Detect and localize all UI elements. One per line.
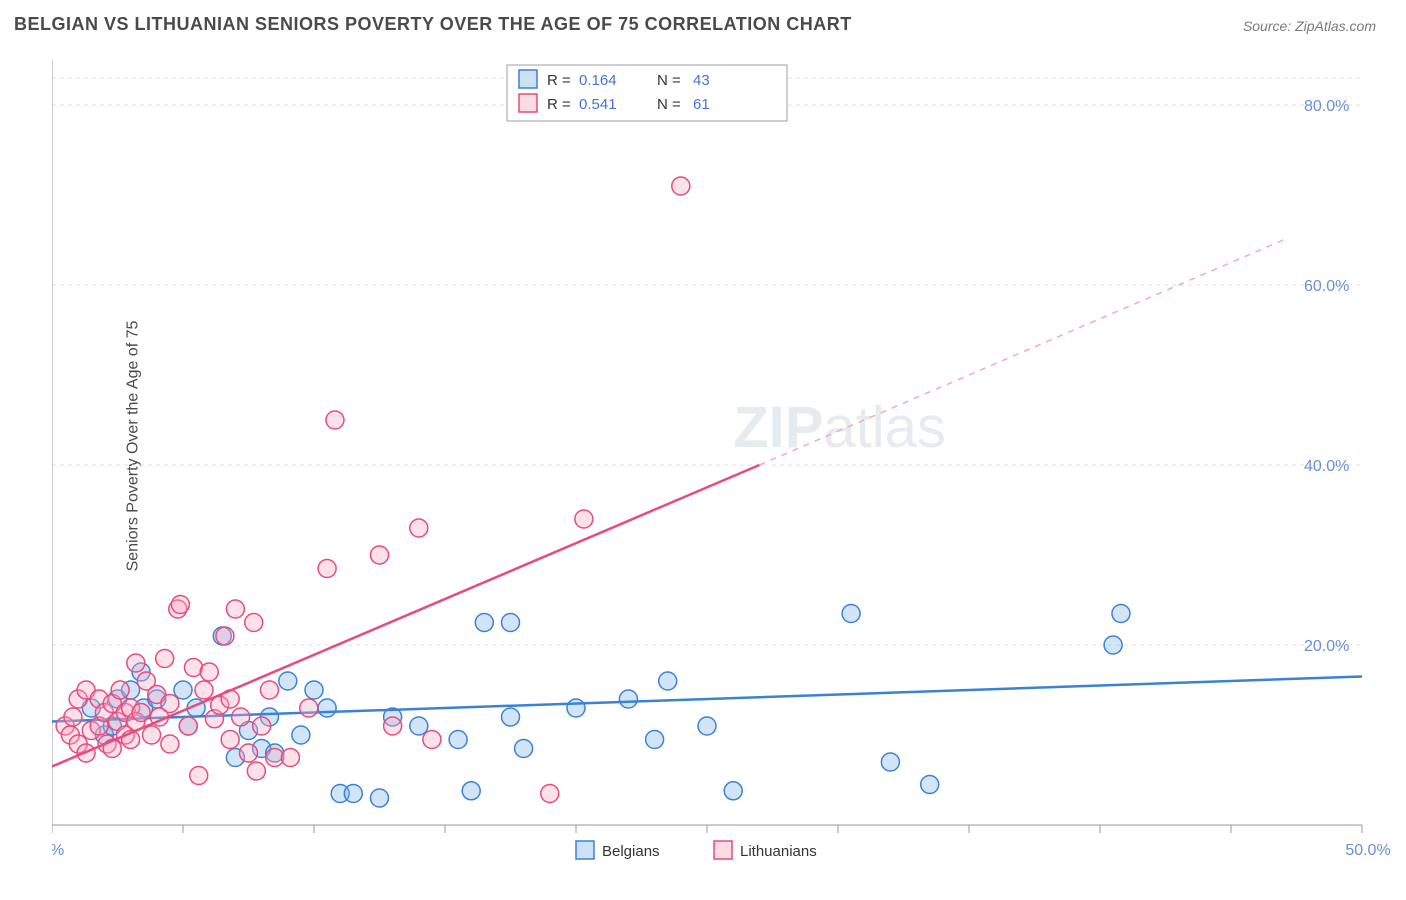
data-point [179,717,197,735]
data-point [161,695,179,713]
data-point [462,782,480,800]
data-point [305,681,323,699]
data-point [300,699,318,717]
data-point [171,596,189,614]
legend-n-label: N = [657,72,681,89]
data-point [423,731,441,749]
data-point [567,699,585,717]
data-point [174,681,192,699]
data-point [502,614,520,632]
data-point [541,785,559,803]
x-tick-label: 50.0% [1345,842,1390,859]
data-point [575,510,593,528]
data-point [195,681,213,699]
data-point [111,681,129,699]
data-point [921,776,939,794]
plot-area: ZIPatlas 20.0% 40.0% 60.0% 80.0% 0.0% 50.0% R =… [52,60,1406,900]
data-point [318,560,336,578]
data-point [292,726,310,744]
data-point [326,411,344,429]
data-point [659,672,677,690]
data-point [245,614,263,632]
data-point [156,650,174,668]
data-point [1112,605,1130,623]
data-point [190,767,208,785]
data-point [619,690,637,708]
data-point [279,672,297,690]
data-point [410,717,428,735]
data-point [240,744,258,762]
watermark: ZIPatlas [733,395,946,460]
data-point [281,749,299,767]
chart-svg: ZIPatlas 20.0% 40.0% 60.0% 80.0% 0.0% 50.0% R =… [52,60,1406,895]
data-point [143,726,161,744]
data-point [672,177,690,195]
data-point [232,708,250,726]
trend-line [52,465,759,767]
trend-line-extrapolated [759,240,1283,465]
data-point [371,546,389,564]
legend-r-value: 0.164 [579,72,617,89]
data-point [698,717,716,735]
data-point [260,681,278,699]
chart-title: BELGIAN VS LITHUANIAN SENIORS POVERTY OV… [14,14,852,35]
data-point [161,735,179,753]
data-point [646,731,664,749]
series-legend-label: Belgians [602,843,660,860]
legend-r-label: R = [547,96,571,113]
legend-swatch [519,94,537,112]
data-point [64,708,82,726]
legend-n-value: 43 [693,72,710,89]
y-tick-label: 40.0% [1304,458,1349,475]
legend-n-value: 61 [693,96,710,113]
data-point [132,704,150,722]
source-credit: Source: ZipAtlas.com [1243,18,1376,34]
data-point [502,708,520,726]
y-tick-label: 20.0% [1304,638,1349,655]
series-legend-label: Lithuanians [740,843,817,860]
data-point [842,605,860,623]
data-point [253,717,271,735]
data-point [371,789,389,807]
data-point [410,519,428,537]
data-point [247,762,265,780]
y-tick-label: 80.0% [1304,98,1349,115]
data-point [449,731,467,749]
data-point [1104,636,1122,654]
data-point [724,782,742,800]
data-point [515,740,533,758]
legend-swatch [519,70,537,88]
series-legend-swatch [714,841,732,859]
legend-r-label: R = [547,72,571,89]
data-point [216,627,234,645]
legend-r-value: 0.541 [579,96,617,113]
data-point [318,699,336,717]
data-point [200,663,218,681]
data-point [344,785,362,803]
y-tick-label: 60.0% [1304,278,1349,295]
data-point [384,717,402,735]
data-point [226,600,244,618]
data-point [127,654,145,672]
x-tick-label: 0.0% [52,842,64,859]
legend-n-label: N = [657,96,681,113]
series-legend-swatch [576,841,594,859]
data-point [881,753,899,771]
data-point [221,731,239,749]
data-point [475,614,493,632]
